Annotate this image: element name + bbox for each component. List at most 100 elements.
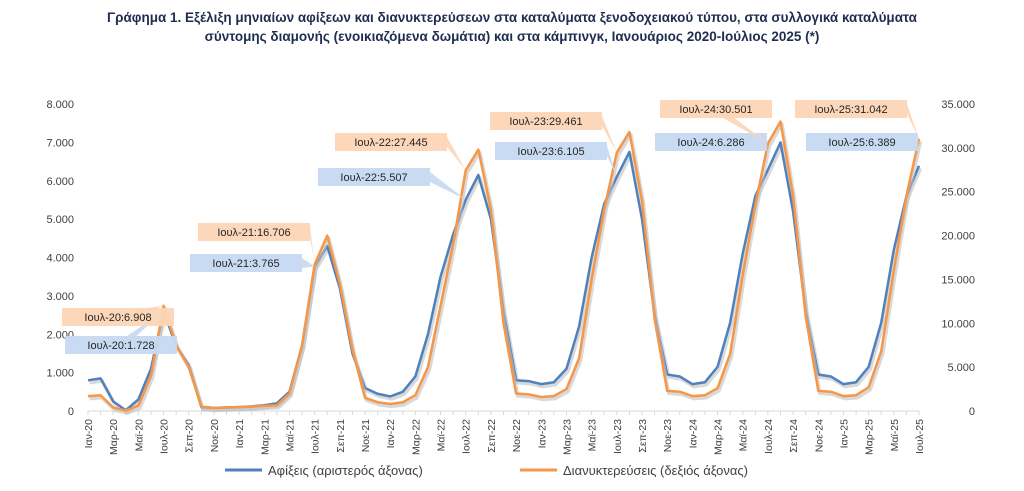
x-tick-label: Ιουλ-23 <box>612 419 624 454</box>
overnights-data-label-text: Ιουλ-21:16.706 <box>217 227 290 239</box>
y-right-tick-label: 15.000 <box>941 274 975 286</box>
y-right-tick-label: 0 <box>969 406 975 418</box>
x-tick-label: Ιαν-22 <box>385 419 397 449</box>
overnights-data-label: Ιουλ-20:6.908 <box>62 305 174 326</box>
overnights-data-label-box <box>660 100 772 118</box>
x-tick-label: Νοε-23 <box>662 419 674 452</box>
x-tick-label: Σεπ-20 <box>184 419 196 453</box>
overnights-data-label-box <box>490 112 602 130</box>
y-left-tick-label: 7.000 <box>46 137 74 149</box>
x-tick-label: Μαϊ-20 <box>133 419 145 451</box>
legend: Αφίξεις (αριστερός άξονας) Διανυκτερεύσει… <box>225 463 748 478</box>
overnights-data-label: Ιουλ-22:27.445 <box>335 133 466 171</box>
y-right-tick-label: 35.000 <box>941 99 975 111</box>
x-tick-label: Ιουλ-24 <box>763 419 775 454</box>
overnights-data-label: Ιουλ-25:31.042 <box>795 100 919 139</box>
x-tick-label: Ιαν-25 <box>838 419 850 449</box>
x-tick-label: Ιαν-21 <box>234 419 246 449</box>
overnights-data-label-text: Ιουλ-25:31.042 <box>814 104 887 116</box>
x-tick-label: Νοε-22 <box>511 419 523 452</box>
arrivals-data-label-box <box>65 336 177 354</box>
arrivals-data-label-text: Ιουλ-22:5.507 <box>340 172 407 184</box>
x-tick-label: Μαϊ-24 <box>738 419 750 451</box>
y-left-tick-label: 1.000 <box>46 368 74 380</box>
y-left-tick-label: 8.000 <box>46 99 74 111</box>
arrivals-data-label-pointer <box>918 137 919 166</box>
arrivals-data-label: Ιουλ-21:3.765 <box>190 254 315 272</box>
arrivals-data-label-pointer <box>607 146 617 177</box>
overnights-data-label-box <box>62 308 174 326</box>
x-tick-label: Ιαν-20 <box>83 419 95 449</box>
arrivals-data-label: Ιουλ-22:5.507 <box>318 168 466 200</box>
arrivals-data-label-box <box>655 133 767 151</box>
arrivals-data-label-text: Ιουλ-23:6.105 <box>517 146 584 158</box>
chart-title-line-1: Γράφημα 1. Εξέλιξη μηνιαίων αφίξεων και … <box>107 10 917 25</box>
overnights-data-label: Ιουλ-24:30.501 <box>660 100 772 144</box>
arrivals-line <box>87 141 921 412</box>
x-tick-label: Σεπ-23 <box>637 419 649 453</box>
overnights-data-label-box <box>335 133 447 151</box>
y-right-tick-label: 10.000 <box>941 318 975 330</box>
y-right-tick-label: 30.000 <box>941 143 975 155</box>
y-left-tick-label: 5.000 <box>46 214 74 226</box>
x-tick-label: Νοε-24 <box>813 419 825 452</box>
arrivals-data-label-text: Ιουλ-21:3.765 <box>212 258 279 270</box>
arrivals-data-label-box <box>318 168 430 186</box>
overnights-data-label: Ιουλ-23:29.461 <box>490 112 617 153</box>
series-layer <box>87 120 923 415</box>
overnights-data-label-pointer <box>310 227 315 265</box>
arrivals-data-label-pointer <box>430 172 466 200</box>
y-right-tick-label: 25.000 <box>941 187 975 199</box>
arrivals-data-label-text: Ιουλ-24:6.286 <box>677 137 744 149</box>
y-left-tick-label: 6.000 <box>46 176 74 188</box>
x-tick-label: Σεπ-21 <box>335 419 347 453</box>
arrivals-data-label-box <box>495 142 607 160</box>
overnights-data-label-text: Ιουλ-20:6.908 <box>84 312 151 324</box>
arrivals-data-label-pointer <box>767 137 768 170</box>
overnights-line <box>87 120 921 412</box>
x-tick-label: Ιουλ-21 <box>310 419 322 454</box>
x-tick-label: Ιουλ-20 <box>159 419 171 454</box>
y-left-tick-label: 3.000 <box>46 291 74 303</box>
x-tick-label: Ιουλ-25 <box>914 419 926 454</box>
x-tick-label: Σεπ-22 <box>486 419 498 453</box>
x-tick-label: Μαϊ-21 <box>284 419 296 451</box>
arrivals-data-label-pointer <box>302 258 315 268</box>
arrivals-data-label-box <box>806 133 918 151</box>
legend-label-arrivals: Αφίξεις (αριστερός άξονας) <box>268 463 423 478</box>
x-tick-label: Μαρ-21 <box>259 419 271 455</box>
overnights-data-label-pointer <box>907 104 919 139</box>
arrivals-line-shadow <box>89 143 923 415</box>
legend-label-overnights: Διανυκτερεύσεις (δεξιός άξονας) <box>563 463 748 478</box>
overnights-data-label-text: Ιουλ-24:30.501 <box>679 104 752 116</box>
y-right-tick-label: 5.000 <box>947 362 975 374</box>
y-left-tick-label: 0 <box>68 406 74 418</box>
y-right-tick-label: 20.000 <box>941 231 975 243</box>
arrivals-data-label: Ιουλ-24:6.286 <box>655 133 768 170</box>
arrivals-data-label-text: Ιουλ-25:6.389 <box>828 137 895 149</box>
annotation-layer: Ιουλ-20:1.728 Ιουλ-21:3.765 Ιουλ-22:5.507 Ι… <box>62 100 919 354</box>
arrivals-data-label: Ιουλ-25:6.389 <box>806 133 919 166</box>
x-tick-label: Μαϊ-25 <box>889 419 901 451</box>
x-tick-label: Μαρ-22 <box>410 419 422 455</box>
x-tick-label: Μαρ-20 <box>108 419 120 455</box>
x-tick-label: Σεπ-24 <box>788 419 800 453</box>
x-tick-label: Μαϊ-23 <box>587 419 599 451</box>
x-tick-label: Ιαν-24 <box>687 419 699 449</box>
chart-title-line-2: σύντομης διαμονής (ενοικιαζόμενα δωμάτια… <box>204 29 820 44</box>
x-tick-label: Μαϊ-22 <box>436 419 448 451</box>
overnights-data-label-text: Ιουλ-23:29.461 <box>509 116 582 128</box>
chart-title: Γράφημα 1. Εξέλιξη μηνιαίων αφίξεων και … <box>0 8 1024 46</box>
overnights-data-label-pointer <box>716 104 768 144</box>
x-tick-label: Νοε-20 <box>209 419 221 452</box>
x-tick-label: Ιουλ-22 <box>461 419 473 454</box>
arrivals-data-label: Ιουλ-23:6.105 <box>495 142 617 177</box>
overnights-data-label-box <box>198 223 310 241</box>
overnights-data-label-text: Ιουλ-22:27.445 <box>354 137 427 149</box>
arrivals-data-label-text: Ιουλ-20:1.728 <box>87 340 154 352</box>
overnights-data-label-pointer <box>602 116 617 153</box>
arrivals-data-label: Ιουλ-20:1.728 <box>65 311 177 354</box>
x-tick-label: Μαρ-23 <box>561 419 573 455</box>
overnights-data-label-box <box>795 100 907 118</box>
